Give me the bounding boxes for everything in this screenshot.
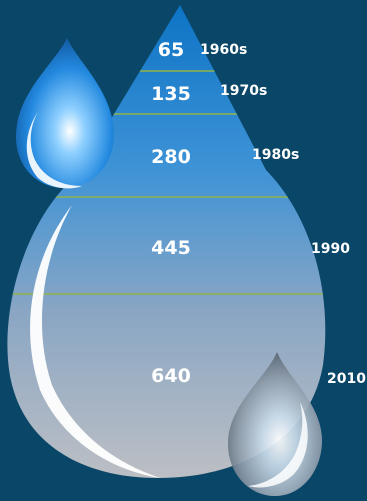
gray-drop-icon xyxy=(227,352,323,496)
blue-drop-icon xyxy=(15,38,115,189)
main-drop-highlight xyxy=(30,205,161,478)
main-drop xyxy=(7,5,326,478)
segment-decade-3: 1980s xyxy=(252,147,299,163)
segment-decade-1: 1960s xyxy=(200,42,247,58)
segment-value-5: 640 xyxy=(151,365,191,387)
segment-value-2: 135 xyxy=(151,83,191,105)
segment-decade-4: 1990 xyxy=(311,241,350,257)
segment-decade-2: 1970s xyxy=(220,83,267,99)
segment-value-4: 445 xyxy=(151,237,191,259)
segment-value-1: 65 xyxy=(158,39,184,61)
segment-value-3: 280 xyxy=(151,146,191,168)
segment-decade-5: 2010 xyxy=(327,371,366,387)
